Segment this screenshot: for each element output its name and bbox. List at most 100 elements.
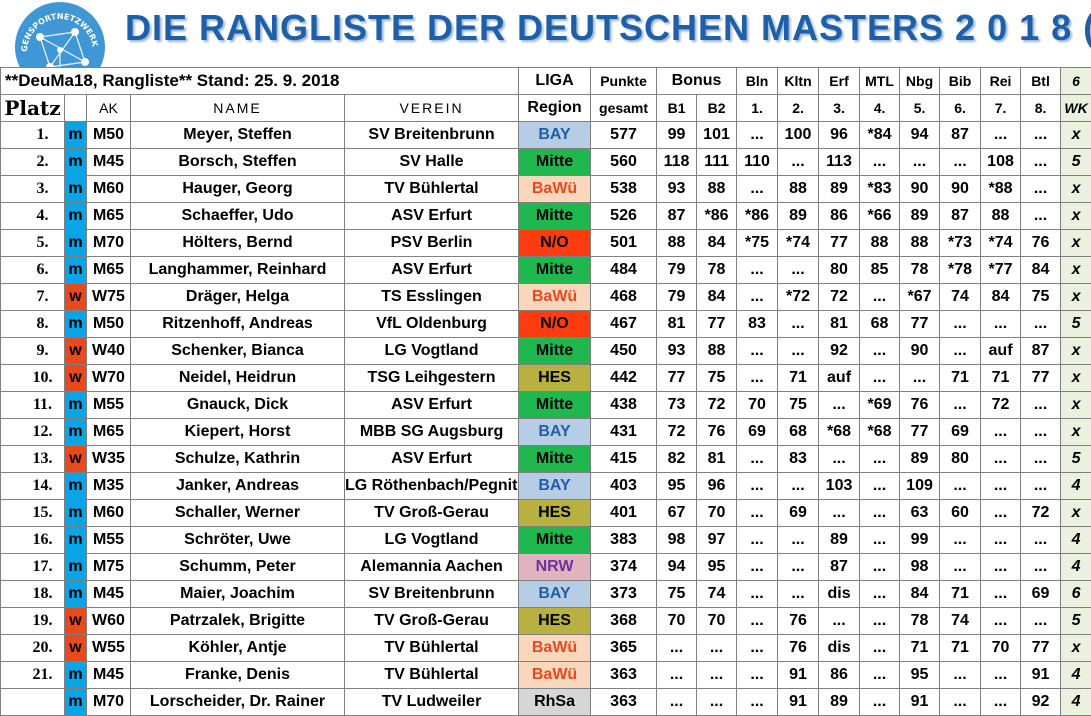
event-cell-3: 103 xyxy=(819,473,860,500)
b1-cell: 79 xyxy=(657,284,697,311)
event-cell-6: ... xyxy=(940,473,981,500)
b1-cell: ... xyxy=(657,662,697,689)
event-cell-7: ... xyxy=(981,446,1021,473)
event-cell-1: ... xyxy=(737,176,778,203)
event-cell-8: 69 xyxy=(1021,581,1061,608)
event-cell-3: 113 xyxy=(819,149,860,176)
region-cell: HES xyxy=(519,365,591,392)
punkte-cell: 383 xyxy=(591,527,657,554)
ak-cell: M45 xyxy=(87,662,131,689)
event-cell-4: ... xyxy=(860,473,900,500)
event-cell-8: ... xyxy=(1021,392,1061,419)
event-cell-2: ... xyxy=(778,527,819,554)
event-cell-2: ... xyxy=(778,581,819,608)
sex-cell: m xyxy=(65,203,87,230)
event-cell-8: 75 xyxy=(1021,284,1061,311)
b1-cell: ... xyxy=(657,689,697,716)
sex-cell: m xyxy=(65,149,87,176)
verein-cell: TV Bühlertal xyxy=(345,662,519,689)
b2-cell: 70 xyxy=(697,500,737,527)
sex-cell: w xyxy=(65,284,87,311)
event-cell-5: 91 xyxy=(900,689,940,716)
event-cell-4: ... xyxy=(860,689,900,716)
sex-cell: m xyxy=(65,500,87,527)
b2-cell: 84 xyxy=(697,230,737,257)
verein-cell: SV Breitenbrunn xyxy=(345,581,519,608)
event-cell-6: 71 xyxy=(940,635,981,662)
event-cell-8: ... xyxy=(1021,554,1061,581)
name-cell: Schröter, Uwe xyxy=(131,527,345,554)
event-cell-8: 72 xyxy=(1021,500,1061,527)
wk-cell: x xyxy=(1061,203,1091,230)
event-header-6: Bib xyxy=(940,68,981,95)
event-cell-2: ... xyxy=(778,257,819,284)
event-cell-7: 88 xyxy=(981,203,1021,230)
punkte-cell: 403 xyxy=(591,473,657,500)
ak-cell: M75 xyxy=(87,554,131,581)
event-cell-3: auf xyxy=(819,365,860,392)
event-cell-1: ... xyxy=(737,554,778,581)
punkte-cell: 363 xyxy=(591,689,657,716)
event-cell-3: 96 xyxy=(819,122,860,149)
region-header: Region xyxy=(519,95,591,122)
event-num-4: 4. xyxy=(860,95,900,122)
event-cell-7: ... xyxy=(981,689,1021,716)
event-cell-1: ... xyxy=(737,284,778,311)
verein-cell: TS Esslingen xyxy=(345,284,519,311)
event-cell-4: *84 xyxy=(860,122,900,149)
event-cell-5: 109 xyxy=(900,473,940,500)
name-cell: Neidel, Heidrun xyxy=(131,365,345,392)
b1-cell: 73 xyxy=(657,392,697,419)
name-cell: Schenker, Bianca xyxy=(131,338,345,365)
event-cell-4: *69 xyxy=(860,392,900,419)
event-cell-8: 92 xyxy=(1021,689,1061,716)
event-cell-2: 76 xyxy=(778,635,819,662)
ak-cell: W35 xyxy=(87,446,131,473)
wk-cell: x xyxy=(1061,284,1091,311)
b2-cell: 74 xyxy=(697,581,737,608)
event-cell-8: ... xyxy=(1021,608,1061,635)
b2-cell: 70 xyxy=(697,608,737,635)
event-cell-1: ... xyxy=(737,446,778,473)
wk-cell: x xyxy=(1061,257,1091,284)
region-cell: N/O xyxy=(519,230,591,257)
wk-cell: 5 xyxy=(1061,446,1091,473)
wk-cell: 4 xyxy=(1061,689,1091,716)
event-cell-1: ... xyxy=(737,473,778,500)
event-cell-1: ... xyxy=(737,689,778,716)
event-cell-8: ... xyxy=(1021,473,1061,500)
event-cell-6: ... xyxy=(940,338,981,365)
b2-cell: 96 xyxy=(697,473,737,500)
platz-cell: 20. xyxy=(1,635,65,662)
platz-cell: 3. xyxy=(1,176,65,203)
event-cell-3: 72 xyxy=(819,284,860,311)
event-cell-1: ... xyxy=(737,122,778,149)
verein-cell: PSV Berlin xyxy=(345,230,519,257)
platz-cell: 1. xyxy=(1,122,65,149)
event-cell-7: ... xyxy=(981,608,1021,635)
wk-cell: 4 xyxy=(1061,554,1091,581)
punkte-cell: 431 xyxy=(591,419,657,446)
region-cell: N/O xyxy=(519,311,591,338)
wk-cell: 4 xyxy=(1061,527,1091,554)
svg-text:GENSPORTNETZWERK GSN: GENSPORTNETZWERK GSN xyxy=(15,2,100,52)
b1-cell: 95 xyxy=(657,473,697,500)
punkte-cell: 468 xyxy=(591,284,657,311)
bonus-header: Bonus xyxy=(657,68,737,95)
event-header-3: Erf xyxy=(819,68,860,95)
event-cell-7: ... xyxy=(981,581,1021,608)
ak-cell: M45 xyxy=(87,581,131,608)
event-cell-3: ... xyxy=(819,608,860,635)
event-cell-6: ... xyxy=(940,662,981,689)
wk-cell: x xyxy=(1061,176,1091,203)
ak-cell: W70 xyxy=(87,365,131,392)
wk-cell: x xyxy=(1061,122,1091,149)
wk-cell: x xyxy=(1061,365,1091,392)
